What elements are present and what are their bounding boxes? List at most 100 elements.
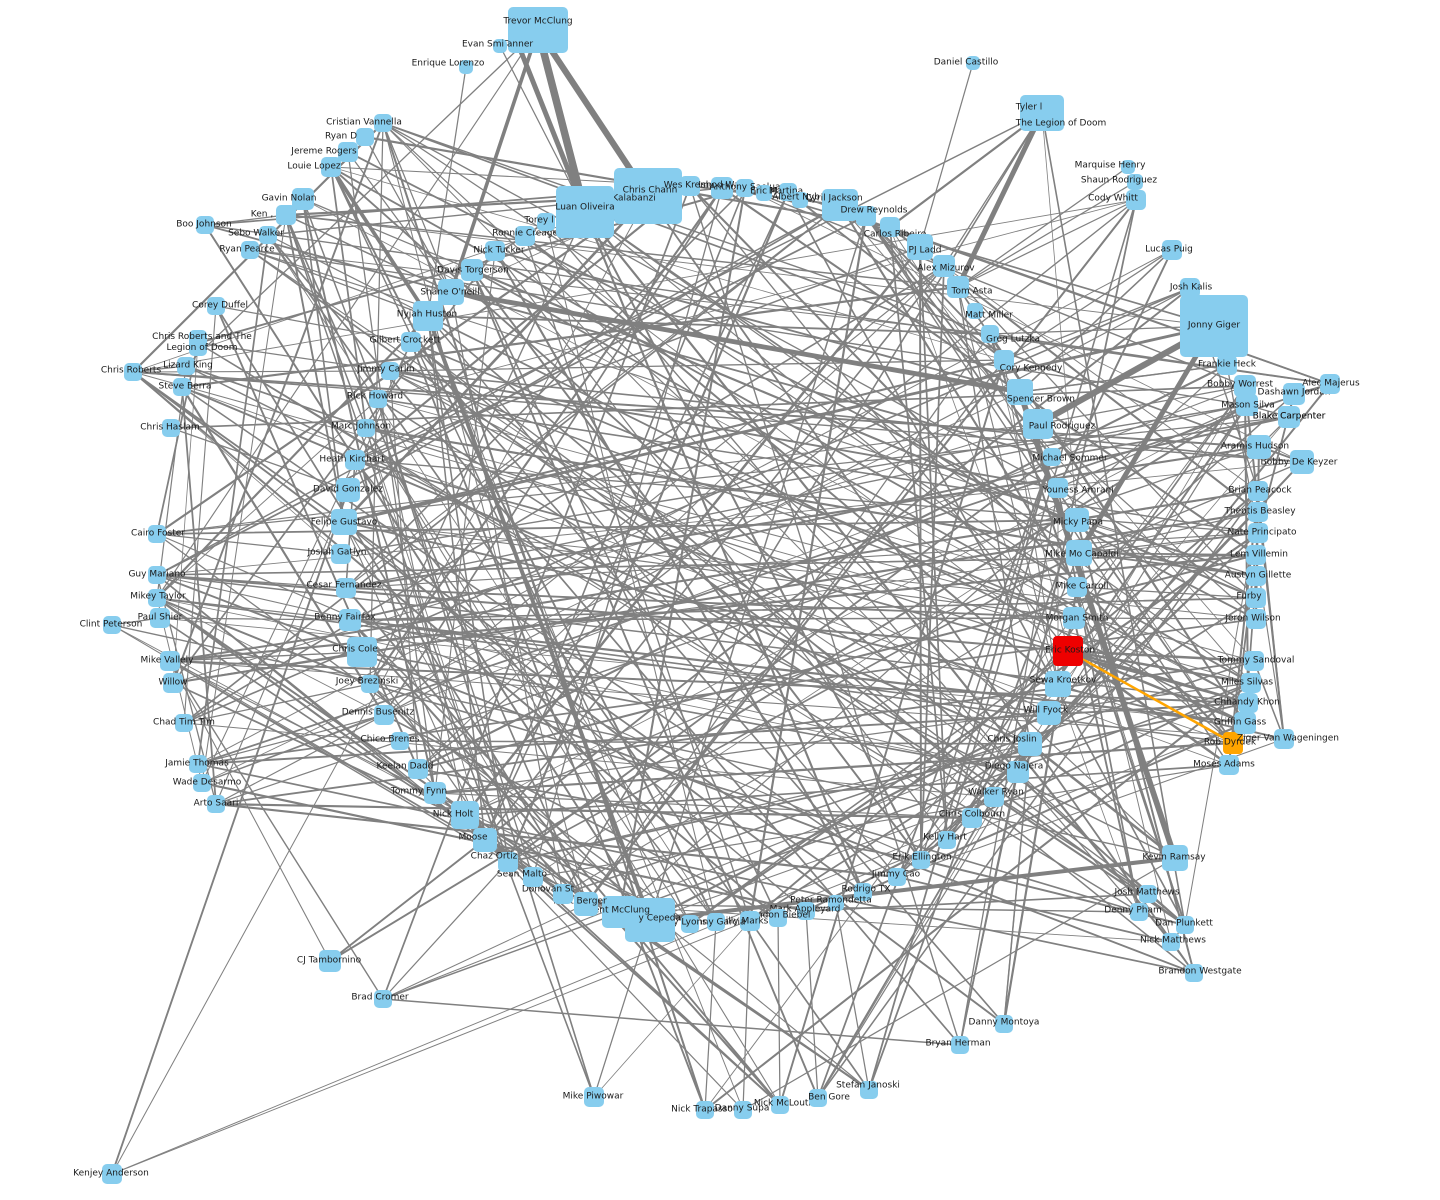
graph-node-ben-gore[interactable] bbox=[809, 1089, 827, 1107]
graph-node-wes-kremer[interactable] bbox=[680, 176, 700, 196]
graph-node-heath-kirchart[interactable] bbox=[345, 450, 365, 470]
graph-node-chico-brenes[interactable] bbox=[391, 732, 409, 750]
graph-node-will-fyock[interactable] bbox=[1037, 701, 1061, 725]
graph-node-moses-adams[interactable] bbox=[1219, 755, 1239, 775]
graph-node-cesar-fernandez[interactable] bbox=[336, 578, 356, 598]
graph-node-nick-mclouth[interactable] bbox=[771, 1096, 789, 1114]
graph-node-morgan-smith[interactable] bbox=[1063, 607, 1085, 629]
graph-node-shaun-rodriguez[interactable] bbox=[1127, 174, 1143, 190]
graph-node-mason-silva[interactable] bbox=[1236, 394, 1258, 416]
graph-node-ishod-wair[interactable] bbox=[711, 177, 733, 199]
graph-node-brandon-westgate[interactable] bbox=[1185, 964, 1203, 982]
graph-node-chris-joslin[interactable] bbox=[1018, 732, 1042, 756]
graph-node-bobby-de-keyzer[interactable] bbox=[1290, 450, 1314, 474]
graph-node-bobby-worrest[interactable] bbox=[1234, 375, 1256, 397]
graph-node-matt-berger[interactable] bbox=[574, 892, 598, 916]
graph-node-drew-reynolds[interactable] bbox=[856, 206, 876, 226]
graph-node-nate-principato[interactable] bbox=[1248, 523, 1268, 543]
graph-node-guy-mariano[interactable] bbox=[148, 566, 166, 584]
graph-node-paul-rodriguez[interactable] bbox=[1023, 409, 1053, 439]
graph-node-jimmy-cao[interactable] bbox=[888, 868, 906, 886]
graph-node-willow[interactable] bbox=[163, 673, 183, 693]
graph-node-davis-torgerson[interactable] bbox=[461, 259, 483, 281]
graph-node-michael-sommer[interactable] bbox=[1043, 448, 1061, 466]
graph-node-nick-trapasso[interactable] bbox=[696, 1101, 714, 1119]
graph-node-mike-carroll[interactable] bbox=[1067, 577, 1087, 597]
graph-node-steve-berra[interactable] bbox=[173, 378, 191, 396]
graph-node-dan-plunkett[interactable] bbox=[1176, 916, 1194, 934]
graph-node-chris-cole[interactable] bbox=[347, 637, 377, 667]
graph-node-cristian-vannella[interactable] bbox=[374, 114, 392, 132]
graph-node-trent-mcclung[interactable] bbox=[602, 896, 638, 928]
graph-node-wade-desarmo[interactable] bbox=[193, 774, 211, 792]
graph-node-felipe-gustavo[interactable] bbox=[331, 509, 357, 535]
graph-node-chhandy-khon[interactable] bbox=[1238, 693, 1258, 713]
graph-node-paul-shier[interactable] bbox=[150, 608, 170, 628]
graph-node-kerr[interactable] bbox=[276, 205, 296, 225]
graph-node-greg-lutzka[interactable] bbox=[981, 325, 999, 343]
graph-node-cairo-foster[interactable] bbox=[148, 525, 166, 543]
graph-node-gilbert-crockett[interactable] bbox=[401, 332, 421, 352]
graph-node-rodrigo-tx[interactable] bbox=[854, 883, 872, 901]
graph-node-nick-tucker[interactable] bbox=[485, 241, 505, 261]
graph-node-arto-saari[interactable] bbox=[207, 795, 225, 813]
graph-node-nick-matthews[interactable] bbox=[1162, 933, 1180, 951]
graph-node-tanner[interactable] bbox=[510, 36, 526, 52]
graph-node-lizard-king[interactable] bbox=[177, 357, 195, 375]
graph-node-danny-montoya[interactable] bbox=[995, 1015, 1013, 1033]
graph-node-luan-oliveira[interactable] bbox=[556, 186, 614, 238]
graph-node-mike-vallely[interactable] bbox=[160, 651, 180, 671]
graph-node-eric-koston[interactable] bbox=[1053, 636, 1083, 666]
graph-node-griffin-gass[interactable] bbox=[1234, 712, 1256, 734]
graph-node-kevin-ramsay[interactable] bbox=[1162, 845, 1188, 871]
graph-node-mike-piwowar[interactable] bbox=[584, 1087, 604, 1107]
graph-node-benny-fairfax[interactable] bbox=[339, 609, 361, 631]
graph-node-ty-lyons[interactable] bbox=[681, 915, 699, 933]
graph-node-albert-nyberg[interactable] bbox=[792, 192, 808, 208]
graph-node-spencer-brown[interactable] bbox=[1007, 379, 1033, 405]
graph-node-kenjey-anderson[interactable] bbox=[102, 1164, 122, 1184]
graph-node-alec-majerus[interactable] bbox=[1320, 374, 1340, 394]
graph-node-blake-carpenter[interactable] bbox=[1278, 406, 1300, 428]
graph-node-dashawn-jordan[interactable] bbox=[1283, 383, 1305, 405]
graph-node-josiah-gatlyn[interactable] bbox=[331, 544, 351, 564]
graph-node-cory-kennedy[interactable] bbox=[994, 350, 1014, 370]
graph-node-donovan-st[interactable] bbox=[553, 884, 573, 904]
graph-node-rob-dyrdek[interactable] bbox=[1223, 732, 1243, 754]
graph-node-jamie-thomas[interactable] bbox=[189, 755, 207, 773]
graph-node-sean-malto[interactable] bbox=[523, 867, 543, 887]
graph-node-sebo-walker[interactable] bbox=[259, 226, 277, 244]
graph-node-tom-asta[interactable] bbox=[947, 276, 969, 298]
graph-node-shane-oneill[interactable] bbox=[438, 279, 464, 305]
graph-node-josh-kalis[interactable] bbox=[1180, 278, 1200, 298]
graph-node-ziger-van-wageningen[interactable] bbox=[1274, 729, 1294, 749]
graph-node-boo-johnson[interactable] bbox=[196, 216, 214, 234]
graph-node-chris-colbourn[interactable] bbox=[962, 808, 982, 828]
graph-node-alex-mizurov[interactable] bbox=[933, 255, 955, 277]
graph-node-carlos-ribeiro[interactable] bbox=[880, 217, 900, 237]
graph-node-marquise-henry[interactable] bbox=[1121, 160, 1135, 174]
graph-node-mark-appleyard[interactable] bbox=[797, 902, 815, 920]
graph-node-tyler-l[interactable] bbox=[1020, 95, 1064, 131]
graph-node-bryan-herman[interactable] bbox=[951, 1036, 969, 1054]
graph-node-jereme-rogers[interactable] bbox=[338, 142, 358, 162]
graph-node-daniel-castillo[interactable] bbox=[966, 56, 980, 70]
graph-node-chad-tim-tim[interactable] bbox=[175, 714, 193, 732]
graph-node-danny-garcia[interactable] bbox=[707, 913, 725, 931]
graph-node-matt-miller[interactable] bbox=[967, 303, 983, 319]
graph-node-cyril-jackson[interactable] bbox=[822, 189, 858, 221]
graph-node-brandon-biebel[interactable] bbox=[769, 909, 787, 927]
graph-node-lucas-puig[interactable] bbox=[1162, 240, 1182, 260]
graph-node-chaz-ortiz[interactable] bbox=[498, 852, 518, 872]
graph-node-chris-roberts[interactable] bbox=[124, 363, 142, 381]
graph-node-lem-villemin[interactable] bbox=[1246, 545, 1266, 565]
graph-node-cody-whitt[interactable] bbox=[1126, 190, 1146, 210]
graph-node-walker-ryan[interactable] bbox=[984, 787, 1004, 807]
graph-node-jeron-wilson[interactable] bbox=[1246, 609, 1266, 629]
graph-node-sewa-kroetkov[interactable] bbox=[1045, 671, 1071, 697]
graph-node-pj-ladd[interactable] bbox=[907, 234, 933, 260]
graph-node-brad-cromer[interactable] bbox=[374, 990, 392, 1008]
graph-node-keelan-dadd[interactable] bbox=[408, 759, 428, 779]
